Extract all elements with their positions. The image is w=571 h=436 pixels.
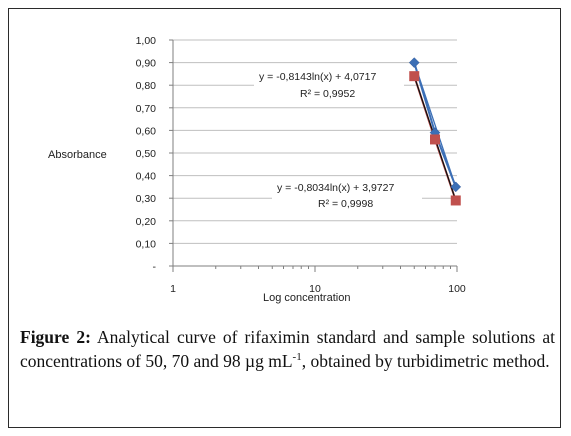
x-tick-label: 10 bbox=[309, 283, 321, 295]
y-tick-label: 0,50 bbox=[136, 148, 157, 160]
caption-label: Figure 2: bbox=[20, 327, 91, 347]
y-tick-label: 0,60 bbox=[136, 125, 157, 137]
y-tick-label: 0,10 bbox=[136, 238, 157, 250]
data-point-s1 bbox=[450, 181, 462, 193]
x-axis-title: Log concentration bbox=[263, 292, 350, 304]
r2-1: R² = 0,9952 bbox=[300, 88, 355, 100]
equation-1: y = -0,8143ln(x) + 4,0717 bbox=[259, 71, 376, 83]
caption-text-end: , obtained by turbidimetric method. bbox=[301, 351, 550, 371]
caption-text: Analytical curve of rifaximin standard a… bbox=[20, 327, 555, 371]
y-tick-label: 0,40 bbox=[136, 171, 157, 183]
equation-label-2: y = -0,8034ln(x) + 3,9727 R² = 0,9998 bbox=[272, 178, 422, 212]
y-tick-label: 0,70 bbox=[136, 103, 157, 115]
y-tick-label: 0,30 bbox=[136, 193, 157, 205]
y-tick-label: - bbox=[153, 261, 157, 273]
axes bbox=[169, 39, 458, 272]
x-tick-label: 1 bbox=[170, 283, 176, 295]
data-points bbox=[408, 57, 462, 206]
r2-2: R² = 0,9998 bbox=[318, 198, 373, 210]
data-point-s1 bbox=[408, 57, 420, 68]
x-tick-labels: 1 10 100 bbox=[170, 283, 466, 295]
data-point-s2 bbox=[409, 71, 420, 82]
data-point-s2 bbox=[450, 195, 461, 206]
x-tick-label: 100 bbox=[448, 283, 466, 295]
y-axis-title: Absorbance bbox=[48, 149, 107, 161]
caption-superscript: -1 bbox=[292, 351, 302, 364]
y-tick-labels: - 0,10 0,20 0,30 0,40 0,50 0,60 0,70 0,80 0,90 1,0… bbox=[136, 35, 157, 273]
y-tick-label: 1,00 bbox=[136, 35, 157, 47]
y-tick-label: 0,20 bbox=[136, 216, 157, 228]
grid bbox=[173, 39, 457, 244]
y-tick-label: 0,80 bbox=[136, 80, 157, 92]
chart: - 0,10 0,20 0,30 0,40 0,50 0,60 0,70 0,80 0,90 1,0… bbox=[48, 35, 466, 304]
data-point-s2 bbox=[430, 134, 441, 145]
equation-2: y = -0,8034ln(x) + 3,9727 bbox=[277, 182, 394, 194]
figure-caption: Figure 2: Analytical curve of rifaximin … bbox=[20, 325, 555, 373]
equation-label-1: y = -0,8143ln(x) + 4,0717 R² = 0,9952 bbox=[254, 66, 404, 101]
trendline-1 bbox=[413, 62, 457, 188]
y-tick-label: 0,90 bbox=[136, 58, 157, 70]
